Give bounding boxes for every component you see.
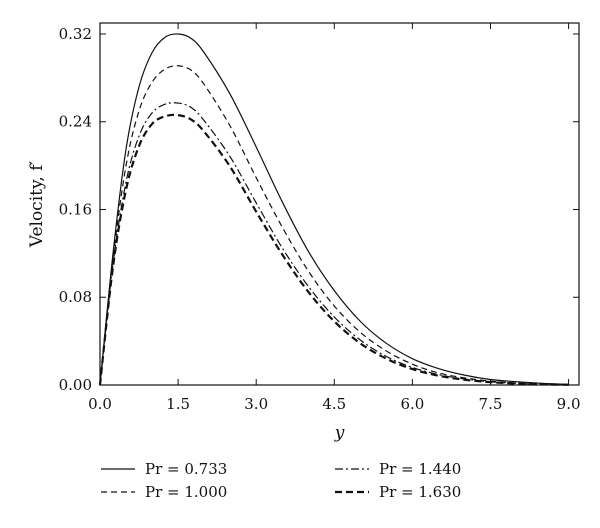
- series-line-3: [99, 102, 569, 386]
- legend-label-3: Pr = 1.440: [379, 460, 461, 478]
- axis-ticks: 0.0 1.5 3.0 4.5 6.0 7.5 9.0 0.00 0.08 0.16 0.24 0.3…: [59, 23, 581, 413]
- y-tick-label: 0.00: [59, 376, 92, 394]
- plot-border: [99, 22, 580, 386]
- legend-label-1: Pr = 0.733: [145, 460, 227, 478]
- legend-label-2: Pr = 1.000: [145, 483, 227, 501]
- series-line-1: [99, 33, 569, 386]
- y-tick-label: 0.32: [59, 25, 92, 43]
- x-tick-label: 3.0: [244, 395, 268, 413]
- x-axis-label: y: [334, 423, 345, 443]
- y-axis-label: Velocity, f′: [27, 161, 47, 249]
- x-tick-label: 7.5: [479, 395, 503, 413]
- x-tick-label: 4.5: [322, 395, 346, 413]
- y-tick-label: 0.08: [59, 288, 92, 306]
- series-line-2: [99, 65, 569, 386]
- x-tick-label: 0.0: [88, 395, 112, 413]
- y-tick-label: 0.24: [59, 113, 92, 131]
- x-tick-label: 9.0: [557, 395, 581, 413]
- x-tick-label: 6.0: [400, 395, 424, 413]
- x-tick-label: 1.5: [166, 395, 190, 413]
- series-line-4: [98, 113, 569, 386]
- legend: Pr = 0.733 Pr = 1.000 Pr = 1.440 Pr = 1.630: [101, 460, 461, 501]
- plot-frame: [99, 22, 580, 386]
- y-tick-label: 0.16: [59, 200, 92, 218]
- series-lines: [98, 33, 569, 386]
- legend-label-4: Pr = 1.630: [379, 483, 461, 501]
